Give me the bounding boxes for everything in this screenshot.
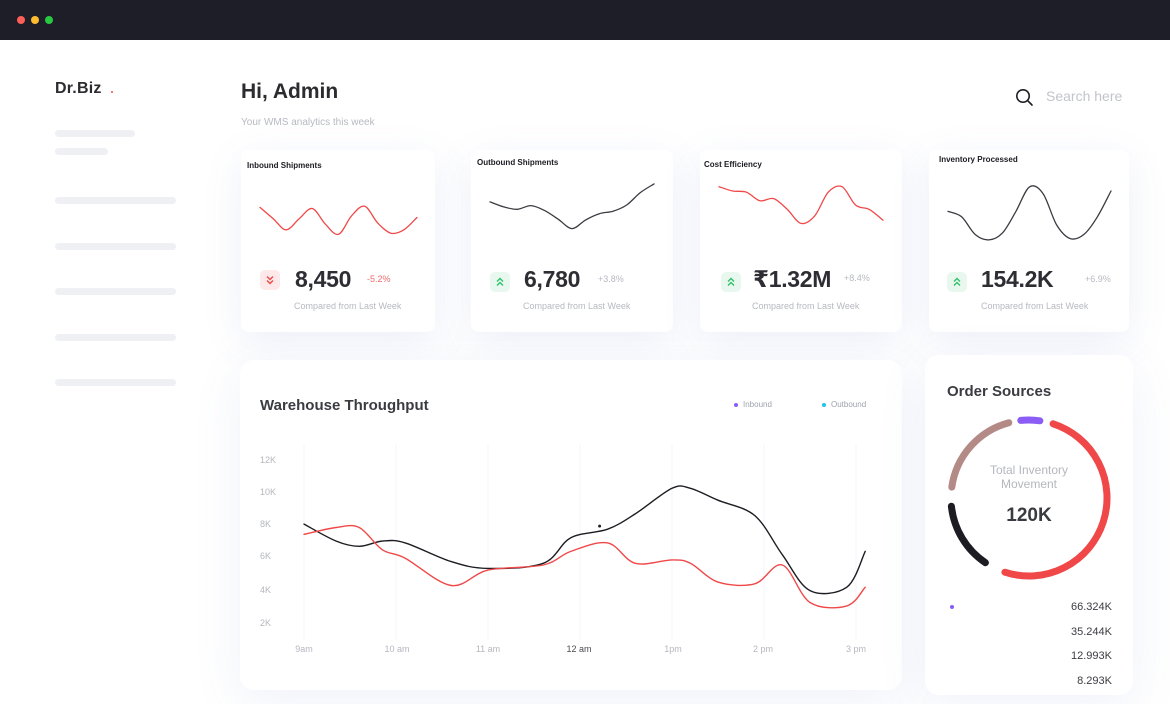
brand-accent-dot	[111, 91, 113, 93]
search-input[interactable]	[1046, 86, 1146, 106]
page-subtitle: Your WMS analytics this week	[241, 117, 375, 128]
y-tick-label: 2K	[260, 618, 271, 628]
trend-up-icon	[947, 272, 967, 292]
kpi-comparison-note: Compared from Last Week	[981, 301, 1089, 311]
order-sources-panel	[925, 355, 1133, 695]
sidebar-item-placeholder[interactable]	[55, 379, 176, 386]
source-value: 8.293K	[1077, 675, 1112, 687]
throughput-title: Warehouse Throughput	[260, 397, 429, 414]
source-row[interactable]: 66.324K	[948, 601, 1112, 615]
sparkline-path	[947, 185, 1112, 241]
source-swatch	[950, 605, 954, 609]
trend-up-icon	[490, 272, 510, 292]
sidebar-item-placeholder[interactable]	[55, 243, 176, 250]
series-line-outbound[interactable]	[303, 524, 866, 609]
sparkline-path	[489, 183, 655, 230]
y-tick-label: 10K	[260, 487, 276, 497]
y-tick-label: 6K	[260, 551, 271, 561]
x-tick-label: 10 am	[384, 644, 409, 654]
legend-swatch	[822, 402, 826, 407]
kpi-card-inventory-processed[interactable]: Inventory Processed 154.2K +6.9% Compare…	[929, 150, 1129, 332]
kpi-title: Inventory Processed	[939, 155, 1018, 164]
sparkline-path	[259, 205, 418, 236]
source-row[interactable]: 35.244K	[948, 626, 1112, 640]
kpi-delta: -5.2%	[367, 274, 391, 284]
x-tick-label: 9am	[295, 644, 313, 654]
hover-marker[interactable]	[596, 523, 603, 530]
y-tick-label: 4K	[260, 585, 271, 595]
source-value: 35.244K	[1071, 626, 1112, 638]
page-title: Hi, Admin	[241, 80, 339, 103]
donut-center-value: 120K	[1006, 505, 1052, 526]
sidebar-placeholder-title	[55, 130, 135, 137]
sparkline-path	[718, 185, 884, 225]
source-value: 12.993K	[1071, 650, 1112, 662]
legend-label: Inbound	[743, 400, 772, 409]
kpi-comparison-note: Compared from Last Week	[752, 301, 860, 311]
x-tick-label: 1pm	[664, 644, 682, 654]
sidebar-item-placeholder[interactable]	[55, 288, 176, 295]
donut-segment[interactable]	[1017, 416, 1044, 425]
sidebar-item-placeholder[interactable]	[55, 334, 176, 341]
kpi-sparkline	[718, 185, 884, 225]
x-tick-label: 2 pm	[753, 644, 773, 654]
series-line-inbound[interactable]	[303, 485, 866, 595]
sidebar-placeholder-subtitle	[55, 148, 108, 155]
donut-segment[interactable]	[1001, 420, 1111, 580]
order-sources-title: Order Sources	[947, 383, 1052, 400]
search-icon[interactable]	[1014, 87, 1034, 107]
kpi-comparison-note: Compared from Last Week	[294, 301, 402, 311]
donut-segment[interactable]	[947, 502, 989, 567]
y-tick-label: 8K	[260, 519, 271, 529]
kpi-sparkline	[489, 183, 655, 230]
kpi-title: Inbound Shipments	[247, 161, 322, 170]
kpi-value: 6,780	[524, 266, 581, 292]
kpi-comparison-note: Compared from Last Week	[523, 301, 631, 311]
legend-swatch	[734, 402, 738, 407]
kpi-delta: +3.8%	[598, 274, 624, 284]
x-tick-label: 11 am	[476, 644, 500, 654]
legend-label: Outbound	[831, 400, 867, 409]
donut-segment[interactable]	[948, 419, 1013, 491]
kpi-title: Outbound Shipments	[477, 158, 559, 167]
trend-down-icon	[260, 270, 280, 290]
kpi-sparkline	[947, 185, 1112, 241]
kpi-sparkline	[259, 205, 418, 236]
donut-center-label: Total Inventory Movement	[989, 463, 1069, 491]
y-tick-label: 12K	[260, 455, 276, 465]
x-tick-label: 3 pm	[846, 644, 866, 654]
kpi-delta: +8.4%	[844, 273, 870, 283]
brand-logo[interactable]: Dr.Biz	[55, 80, 102, 97]
sidebar-item-placeholder[interactable]	[55, 197, 176, 204]
kpi-value: 154.2K	[981, 266, 1054, 292]
kpi-value: ₹1.32M	[753, 266, 832, 292]
x-tick-label: 12 am	[566, 644, 591, 654]
source-row[interactable]: 8.293K	[948, 675, 1112, 689]
kpi-card-outbound[interactable]: Outbound Shipments 6,780 +3.8% Compared …	[471, 150, 673, 332]
maximize-window-button[interactable]	[45, 16, 53, 24]
kpi-value: 8,450	[295, 266, 352, 292]
kpi-card-cost-efficiency[interactable]: Cost Efficiency ₹1.32M +8.4% Compared fr…	[700, 150, 902, 332]
trend-up-icon	[721, 272, 741, 292]
minimize-window-button[interactable]	[31, 16, 39, 24]
legend-item-inbound[interactable]: Inbound	[734, 400, 772, 409]
kpi-delta: +6.9%	[1085, 274, 1111, 284]
kpi-card-inbound[interactable]: Inbound Shipments 8,450 -5.2% Compared f…	[241, 150, 435, 332]
kpi-title: Cost Efficiency	[704, 160, 762, 169]
window-titlebar	[0, 0, 1170, 40]
source-value: 66.324K	[1071, 601, 1112, 613]
close-window-button[interactable]	[17, 16, 25, 24]
source-row[interactable]: 12.993K	[948, 650, 1112, 664]
legend-item-outbound[interactable]: Outbound	[822, 400, 866, 409]
